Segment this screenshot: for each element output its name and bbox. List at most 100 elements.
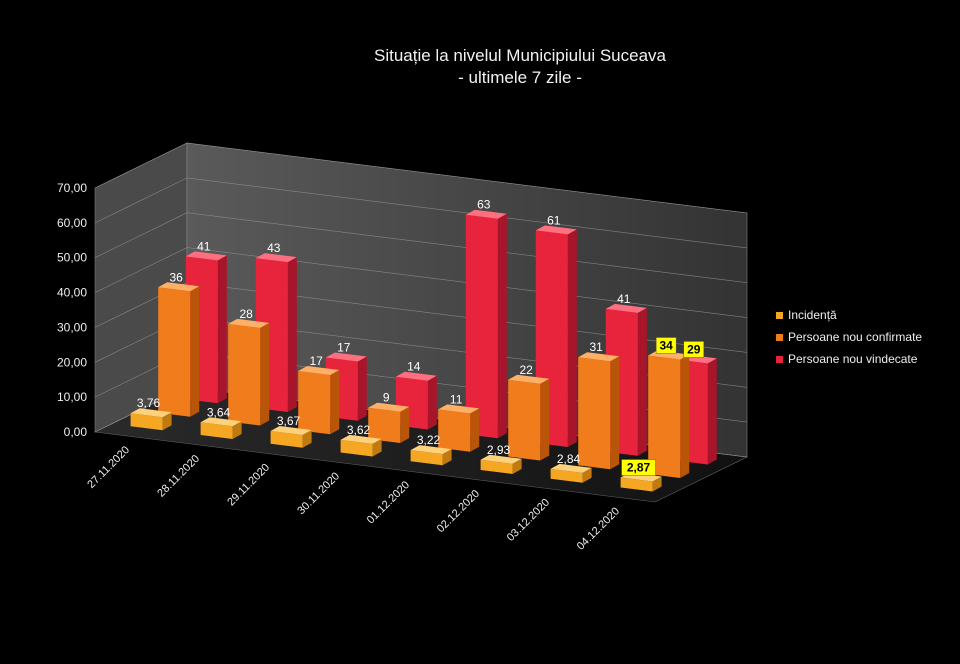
bar-s1-27.11.2020-side bbox=[190, 286, 200, 417]
x-tick-label: 03.12.2020 bbox=[505, 497, 552, 544]
bar-s0-28.11.2020-side bbox=[232, 421, 242, 439]
bar-s1-01.12.2020-top bbox=[438, 404, 480, 414]
data-label: 22 bbox=[519, 363, 533, 377]
bar-s2-01.12.2020-side bbox=[497, 213, 507, 439]
bar-s1-03.12.2020 bbox=[578, 357, 611, 470]
y-tick-label: 60,00 bbox=[57, 216, 87, 230]
data-label: 63 bbox=[477, 198, 491, 212]
data-label: 3,67 bbox=[277, 414, 301, 428]
legend-label-confirmate: Persoane nou confirmate bbox=[788, 330, 923, 344]
bar-s1-02.12.2020-top bbox=[508, 374, 550, 384]
bar-s1-29.11.2020-top bbox=[298, 366, 340, 375]
data-label: 29 bbox=[687, 342, 701, 356]
chart-title: Situație la nivelul Municipiului Suceava bbox=[374, 46, 666, 65]
x-tick-label: 27.11.2020 bbox=[85, 444, 132, 491]
y-tick-label: 20,00 bbox=[57, 355, 87, 369]
bar-s1-02.12.2020-side bbox=[540, 378, 550, 461]
bar-s1-30.11.2020-top bbox=[368, 402, 410, 412]
bar-s0-27.11.2020-side bbox=[162, 412, 172, 431]
y-tick-label: 40,00 bbox=[57, 286, 87, 300]
bar-s0-03.12.2020-side bbox=[582, 467, 592, 483]
y-tick-label: 10,00 bbox=[57, 390, 87, 404]
bar-s2-03.12.2020-side bbox=[637, 307, 647, 456]
bar-s2-30.11.2020-top bbox=[395, 371, 437, 381]
bar-s2-04.12.2020-side bbox=[707, 358, 717, 465]
bar-s0-02.12.2020-top bbox=[480, 454, 522, 464]
data-label: 28 bbox=[239, 307, 253, 321]
legend-swatch-confirmate bbox=[776, 333, 783, 341]
bar-s0-01.12.2020-top bbox=[410, 445, 452, 455]
bar-s1-02.12.2020 bbox=[508, 379, 541, 461]
data-label: 3,64 bbox=[207, 405, 231, 419]
bar-s1-03.12.2020-top bbox=[578, 352, 620, 362]
data-label: 11 bbox=[450, 392, 463, 406]
bar-s0-04.12.2020 bbox=[620, 477, 653, 492]
y-tick-label: 70,00 bbox=[57, 181, 87, 195]
y-tick-label: 50,00 bbox=[57, 251, 87, 265]
data-label: 2,93 bbox=[487, 443, 511, 457]
data-label: 9 bbox=[383, 391, 390, 405]
data-label: 17 bbox=[337, 341, 351, 355]
bar-s0-01.12.2020-side bbox=[442, 449, 452, 466]
bar-s2-27.11.2020-top bbox=[185, 251, 227, 261]
bar-s0-03.12.2020 bbox=[550, 468, 583, 483]
bar-s1-30.11.2020-side bbox=[400, 406, 410, 443]
data-label: 34 bbox=[659, 339, 673, 353]
bar-s0-30.11.2020-top bbox=[340, 434, 382, 444]
bar-s0-03.12.2020-top bbox=[550, 463, 592, 473]
x-tick-label: 28.11.2020 bbox=[155, 453, 202, 500]
legend-item-confirmate: Persoane nou confirmate bbox=[776, 326, 922, 348]
bar-s0-02.12.2020 bbox=[480, 459, 513, 474]
chart-subtitle: - ultimele 7 zile - bbox=[458, 68, 582, 87]
bar-s2-03.12.2020-top bbox=[605, 303, 647, 313]
bar-s1-01.12.2020 bbox=[438, 409, 471, 452]
bar-s0-02.12.2020-side bbox=[512, 458, 522, 474]
bar-s2-02.12.2020-top bbox=[535, 225, 577, 235]
data-label-highlight bbox=[683, 341, 705, 358]
bar-s2-30.11.2020-side bbox=[427, 375, 437, 430]
bar-s0-27.11.2020 bbox=[130, 413, 163, 431]
x-tick-label: 04.12.2020 bbox=[575, 505, 622, 552]
data-label: 43 bbox=[267, 241, 281, 255]
bar-s0-30.11.2020 bbox=[340, 439, 373, 457]
legend-label-incidenta: Incidență bbox=[788, 308, 837, 322]
legend-swatch-incidenta bbox=[776, 311, 783, 319]
legend: Incidență Persoane nou confirmate Persoa… bbox=[776, 304, 922, 370]
bar-s2-29.11.2020-top bbox=[325, 352, 367, 362]
bar-s0-27.11.2020-top bbox=[130, 408, 172, 418]
data-label: 2,84 bbox=[557, 452, 581, 466]
bar-s1-29.11.2020-side bbox=[330, 370, 340, 435]
data-label: 41 bbox=[197, 239, 211, 253]
legend-item-vindecate: Persoane nou vindecate bbox=[776, 348, 922, 370]
legend-item-incidenta: Incidență bbox=[776, 304, 922, 326]
x-tick-label: 29.11.2020 bbox=[225, 462, 272, 509]
data-label-highlight bbox=[655, 337, 677, 354]
bar-s1-01.12.2020-side bbox=[470, 408, 480, 452]
x-tick-label: 02.12.2020 bbox=[435, 488, 482, 535]
bar-s2-01.12.2020 bbox=[465, 214, 498, 439]
legend-label-vindecate: Persoane nou vindecate bbox=[788, 352, 918, 366]
bar-s2-28.11.2020-top bbox=[255, 253, 297, 263]
bar-s1-27.11.2020-top bbox=[158, 282, 200, 292]
bar-s2-29.11.2020-side bbox=[357, 356, 367, 421]
bar-s0-28.11.2020 bbox=[200, 422, 233, 439]
bar-s1-03.12.2020-side bbox=[610, 356, 620, 470]
bar-s1-04.12.2020 bbox=[648, 355, 681, 478]
data-label: 41 bbox=[617, 292, 631, 306]
data-label: 61 bbox=[547, 213, 561, 227]
bar-s2-01.12.2020-top bbox=[465, 209, 507, 219]
y-tick-label: 30,00 bbox=[57, 320, 87, 334]
bar-s0-28.11.2020-top bbox=[200, 417, 242, 427]
data-label: 3,62 bbox=[347, 423, 371, 437]
legend-swatch-vindecate bbox=[776, 355, 783, 363]
data-label: 3,76 bbox=[137, 396, 161, 410]
bar-s0-29.11.2020-side bbox=[302, 430, 312, 448]
data-label: 14 bbox=[407, 360, 421, 374]
x-tick-label: 30.11.2020 bbox=[295, 470, 342, 517]
bar-s2-02.12.2020-side bbox=[567, 229, 577, 447]
bar-s0-01.12.2020 bbox=[410, 450, 443, 466]
bar-s1-04.12.2020-side bbox=[680, 354, 690, 478]
bar-s0-30.11.2020-side bbox=[372, 438, 382, 457]
data-label: 31 bbox=[589, 340, 603, 354]
